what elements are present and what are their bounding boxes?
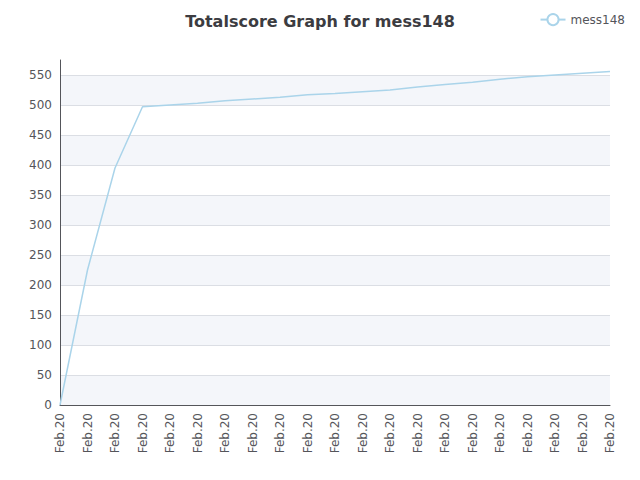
svg-text:Feb.20: Feb.20 xyxy=(191,413,205,453)
svg-text:Feb.20: Feb.20 xyxy=(163,413,177,453)
svg-text:400: 400 xyxy=(29,158,52,172)
svg-text:Feb.20: Feb.20 xyxy=(53,413,67,453)
svg-text:0: 0 xyxy=(44,398,52,412)
svg-text:150: 150 xyxy=(29,308,52,322)
svg-text:Feb.20: Feb.20 xyxy=(81,413,95,453)
svg-text:250: 250 xyxy=(29,248,52,262)
svg-text:Feb.20: Feb.20 xyxy=(411,413,425,453)
svg-text:Feb.20: Feb.20 xyxy=(493,413,507,453)
svg-text:Feb.20: Feb.20 xyxy=(356,413,370,453)
svg-text:Feb.20: Feb.20 xyxy=(328,413,342,453)
svg-text:Feb.20: Feb.20 xyxy=(466,413,480,453)
svg-text:550: 550 xyxy=(29,68,52,82)
svg-text:Feb.20: Feb.20 xyxy=(603,413,617,453)
svg-text:Feb.20: Feb.20 xyxy=(108,413,122,453)
svg-text:Feb.20: Feb.20 xyxy=(301,413,315,453)
svg-text:Totalscore Graph for mess148: Totalscore Graph for mess148 xyxy=(185,12,455,31)
svg-text:100: 100 xyxy=(29,338,52,352)
svg-text:Feb.20: Feb.20 xyxy=(218,413,232,453)
svg-text:300: 300 xyxy=(29,218,52,232)
svg-text:200: 200 xyxy=(29,278,52,292)
svg-text:Feb.20: Feb.20 xyxy=(521,413,535,453)
svg-text:Feb.20: Feb.20 xyxy=(548,413,562,453)
svg-text:500: 500 xyxy=(29,98,52,112)
svg-text:350: 350 xyxy=(29,188,52,202)
svg-text:Feb.20: Feb.20 xyxy=(383,413,397,453)
svg-text:450: 450 xyxy=(29,128,52,142)
svg-text:Feb.20: Feb.20 xyxy=(136,413,150,453)
svg-text:Feb.20: Feb.20 xyxy=(438,413,452,453)
svg-text:Feb.20: Feb.20 xyxy=(576,413,590,453)
svg-text:Feb.20: Feb.20 xyxy=(273,413,287,453)
svg-text:50: 50 xyxy=(37,368,52,382)
svg-text:Feb.20: Feb.20 xyxy=(246,413,260,453)
svg-text:mess148: mess148 xyxy=(571,13,625,27)
